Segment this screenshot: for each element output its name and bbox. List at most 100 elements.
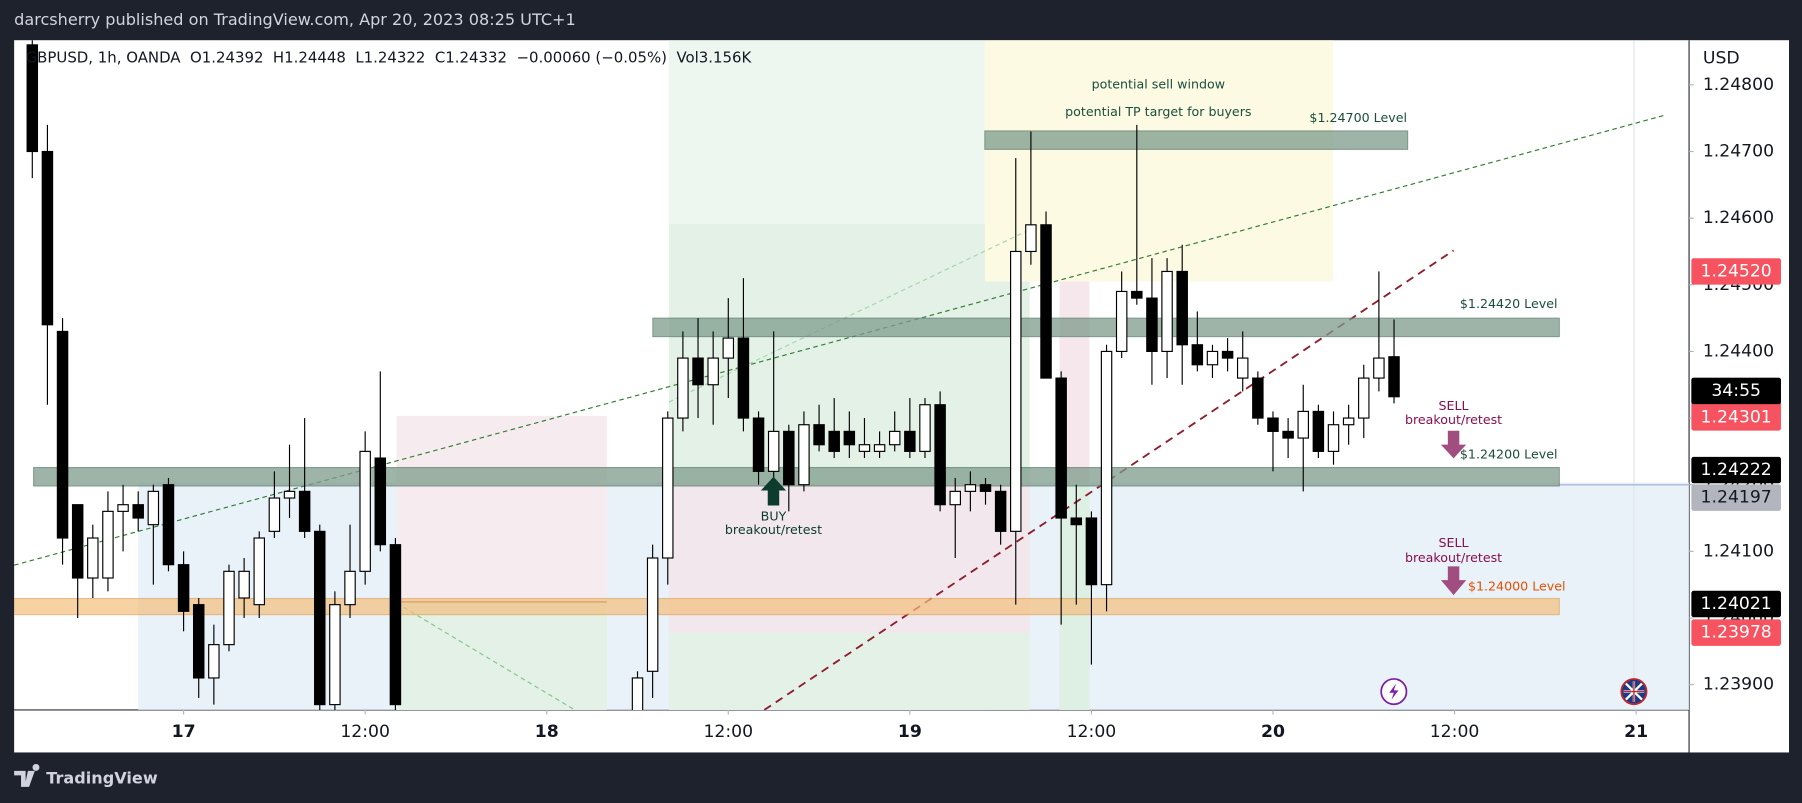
annotation: breakout/retest: [1405, 550, 1502, 565]
candle-body: [662, 417, 674, 559]
buy-arrow: [760, 476, 787, 506]
candle-body: [1221, 350, 1234, 359]
candle-body: [964, 484, 977, 492]
x-tick-label: 12:00: [703, 722, 753, 742]
price-label-box: [1691, 619, 1781, 646]
brand-name[interactable]: TradingView: [46, 768, 158, 787]
candle-body: [858, 444, 871, 452]
candles: [26, 40, 1400, 710]
annotation: BUY: [761, 508, 787, 523]
brand-logo: [14, 763, 40, 787]
candle-body: [1055, 377, 1067, 519]
annotation: potential sell window: [1092, 77, 1225, 92]
x-tick-label: 18: [535, 722, 559, 742]
annotation: $1.24420 Level: [1460, 296, 1558, 311]
candle-body: [1342, 417, 1355, 426]
candle-body: [752, 417, 765, 472]
x-tick-label: 17: [172, 722, 196, 742]
level-band: [33, 466, 1560, 487]
price-label: 1.24520: [1701, 261, 1772, 281]
x-tick-label: 20: [1261, 722, 1285, 742]
candle-body: [949, 490, 961, 506]
trend-line: [396, 602, 576, 710]
y-tick-label: 1.24800: [1703, 75, 1774, 95]
annotation: $1.24200 Level: [1460, 446, 1558, 461]
candle-body: [1010, 250, 1022, 532]
time-scale: 17 12:00 18 12:00 19 12:00 20 12:00 21: [172, 709, 1648, 742]
price-label: 1.24222: [1701, 460, 1772, 480]
candle-body: [1115, 290, 1128, 352]
x-tick-label: 12:00: [340, 722, 390, 742]
candle-body: [329, 604, 341, 706]
y-tick-label: 1.24400: [1703, 341, 1774, 361]
candle-body: [1312, 410, 1325, 452]
price-label-box: [1691, 258, 1781, 285]
candle-body: [298, 490, 311, 532]
price-label-box: [1691, 456, 1781, 484]
candle-body: [314, 530, 326, 706]
candle-body: [843, 430, 856, 446]
candle-body: [283, 490, 296, 499]
candle-body: [117, 504, 129, 512]
annotation: $1.24000 Level: [1468, 579, 1566, 594]
candle-body: [177, 564, 190, 612]
candle-body: [389, 544, 402, 706]
x-tick-label: 19: [898, 722, 922, 742]
candle-body: [102, 510, 114, 579]
candle-body: [1085, 517, 1098, 586]
y-tick-label: 1.24600: [1703, 208, 1774, 228]
currency-label: USD: [1703, 49, 1740, 69]
candle-body: [1070, 517, 1083, 526]
candle-body: [192, 604, 205, 679]
x-tick-label: 12:00: [1067, 722, 1117, 742]
candle-body: [1358, 377, 1370, 419]
candle-body: [1191, 344, 1204, 366]
y-tick-label: 1.23900: [1703, 675, 1774, 695]
zone: [396, 603, 607, 710]
countdown: 34:55: [1711, 381, 1761, 401]
candle-body: [873, 444, 886, 452]
price-labels: 1.24520 34:55 1.24301 1.24222 1.24197 1.24021…: [1691, 258, 1781, 646]
published-line: darcsherry published on TradingView.com,…: [14, 10, 576, 29]
candle-body: [1040, 224, 1052, 379]
countdown-box: [1691, 377, 1781, 405]
candle-body: [223, 570, 235, 646]
candle-body: [1388, 356, 1400, 398]
candle-body: [1206, 350, 1219, 366]
candle-body: [888, 430, 901, 446]
trend-line: [668, 226, 1035, 403]
annotation: breakout/retest: [725, 522, 822, 537]
candle-body: [268, 497, 281, 532]
candle-body: [1176, 270, 1188, 346]
annotation: breakout/retest: [1405, 412, 1502, 427]
candle-body: [646, 557, 659, 672]
annotation: $1.24700 Level: [1309, 110, 1407, 125]
candle-body: [813, 424, 825, 446]
event-icon-glyph: [1389, 683, 1399, 700]
annotations: potential sell window potential TP targe…: [725, 77, 1648, 706]
candle-body: [767, 430, 780, 472]
candle-body: [71, 504, 84, 579]
candle-body: [1025, 224, 1037, 253]
candle-body: [1282, 430, 1294, 439]
candle-body: [722, 337, 735, 359]
candle-body: [994, 490, 1007, 532]
annotation: SELL: [1439, 398, 1469, 413]
candle-body: [783, 430, 795, 486]
price-label: 1.24301: [1701, 407, 1772, 427]
time-axis: [14, 709, 1690, 753]
annotation: potential TP target for buyers: [1065, 104, 1251, 119]
candle-body: [934, 404, 946, 506]
sell-arrow: [1440, 430, 1467, 459]
level-band: [984, 130, 1409, 150]
level-band: [14, 597, 1560, 616]
candle-body: [344, 570, 356, 606]
candle-body: [359, 450, 371, 572]
candle-body: [1327, 424, 1340, 452]
candle-body: [798, 424, 810, 486]
candle-body: [707, 357, 719, 386]
candle-body: [1146, 297, 1158, 352]
price-label-box: [1691, 484, 1781, 511]
candle-body: [208, 644, 220, 679]
sell-arrow: [1440, 566, 1467, 596]
